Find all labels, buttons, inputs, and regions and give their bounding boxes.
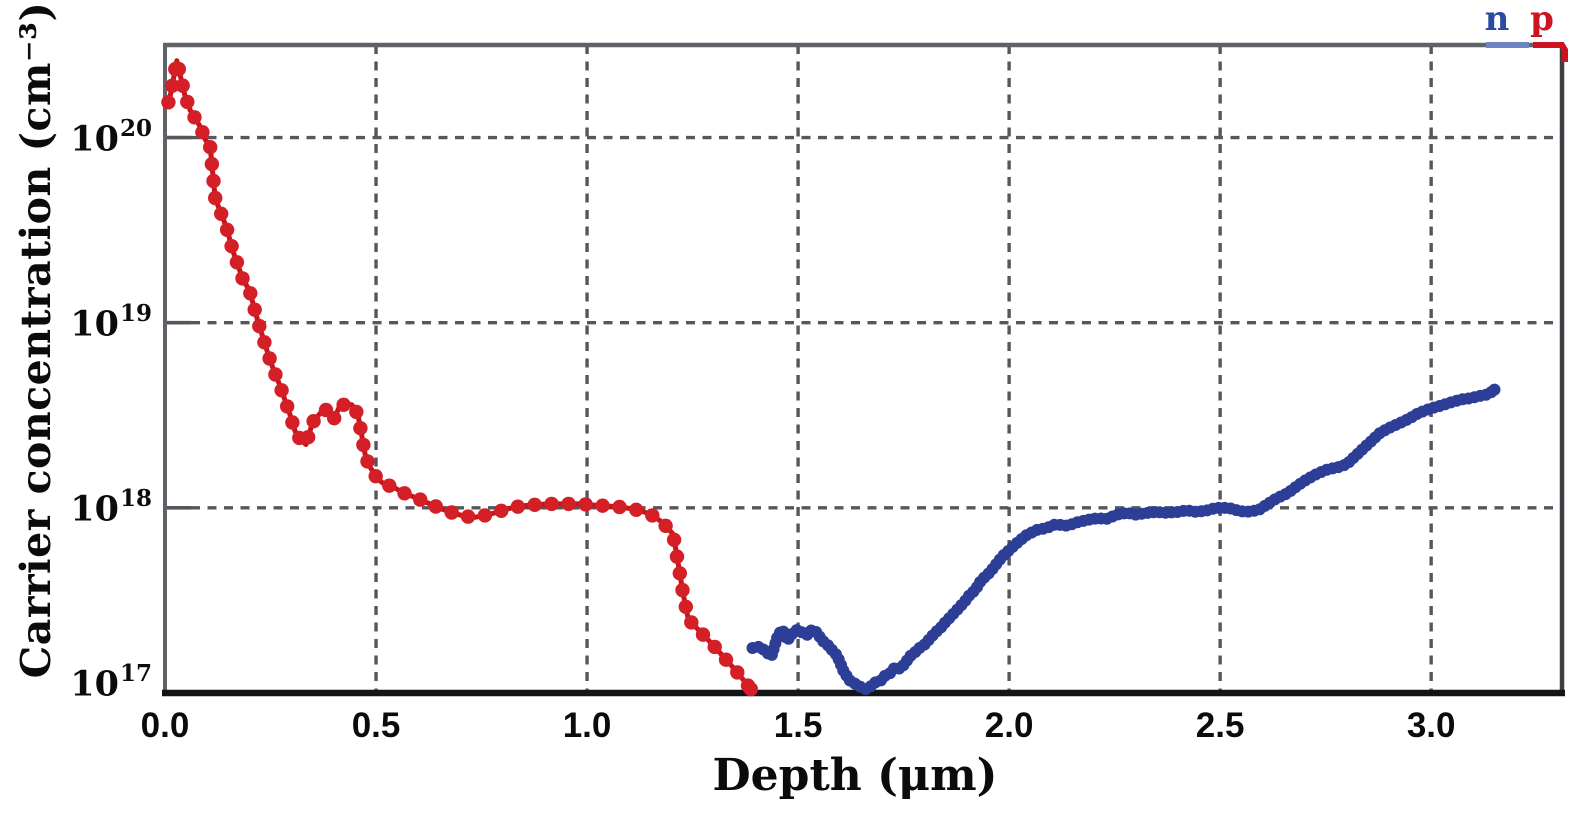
data-dot-p [274,383,289,398]
data-dot-p [349,404,364,420]
x-tick-label: 2.0 [984,706,1034,745]
data-dot-p [718,652,734,667]
x-tick-label: 0.5 [351,706,401,745]
data-dot-p [208,190,223,206]
legend-label-n: n [1484,0,1510,39]
data-dot-p [368,469,383,484]
data-dot-p [629,502,644,517]
data-dot-p [612,499,627,515]
data-dot-p [353,421,368,436]
data-dot-p [743,681,758,697]
y-tick-label: 1019 [44,302,152,345]
y-tick-exponent: 19 [119,299,152,327]
y-tick-exponent: 18 [119,484,152,512]
y-tick-exponent: 17 [119,660,152,687]
data-dot-p [195,125,210,140]
data-dot-p [413,492,428,507]
data-dot-p [444,505,459,520]
data-dot-p [165,78,180,94]
data-dot-p [645,508,660,523]
y-tick-base: 10 [70,303,119,345]
data-dot-p [180,94,195,110]
data-dot-p [206,173,221,189]
data-dot-p [262,351,277,366]
data-dot-p [229,255,245,270]
data-dot-p [247,302,262,317]
data-dot-p [280,399,295,414]
y-tick-base: 10 [70,663,119,705]
data-dot-p [204,156,220,172]
x-tick-label: 0.0 [140,706,190,745]
data-dot-p [257,335,272,350]
x-tick-label: 1.5 [773,706,823,745]
series-line-p [165,58,754,692]
y-tick-label: 1017 [44,662,152,705]
data-dot-p [494,503,509,518]
data-dot-p [669,549,685,564]
y-tick-exponent: 20 [119,114,152,142]
y-tick-base: 10 [70,118,119,160]
data-dot-p [695,627,711,642]
series-p [161,58,758,697]
data-dot-p [360,454,375,469]
x-tick-label: 2.5 [1195,706,1245,745]
data-dot-p [595,498,610,513]
data-dot-p [510,499,525,514]
series-n [746,383,1501,696]
y-tick-base: 10 [70,488,119,530]
x-axis-title: Depth (μm) [712,750,998,801]
data-dot-p [672,566,687,581]
plot-frame [162,42,1565,697]
data-dot-p [219,222,235,237]
data-dot-p [214,206,229,221]
legend-swatch-p [1533,42,1568,62]
data-dot-p [561,496,576,512]
data-dot-p [356,437,371,453]
y-tick-label: 1018 [44,487,152,530]
data-dot-p [730,665,745,680]
data-dot-p [243,286,258,301]
data-dot-p [684,615,699,630]
data-dot-p [301,430,316,445]
data-dot-p [327,411,342,426]
data-dot-n [1488,383,1501,396]
data-dot-p [306,414,321,429]
data-dot-p [171,61,186,77]
data-dot-p [397,486,412,501]
data-dot-p [678,599,693,614]
data-dot-p [285,415,300,430]
data-dot-p [175,78,190,93]
data-dot-p [675,582,690,598]
data-dot-p [578,497,593,512]
data-dot-p [527,497,542,512]
data-dot-p [203,140,218,155]
data-dot-p [187,110,202,125]
data-dot-p [252,318,267,334]
data-dot-p [666,532,682,547]
data-dot-p [161,95,176,110]
data-dot-p [707,639,722,655]
x-tick-label: 1.0 [562,706,612,745]
data-dot-p [224,239,239,254]
data-dot-p [477,508,493,523]
data-dot-p [336,397,351,412]
legend-label-p: p [1530,0,1554,39]
x-tick-label: 3.0 [1406,706,1456,745]
data-dot-p [268,367,283,382]
data-dot-p [428,499,443,514]
y-tick-label: 1020 [44,117,152,160]
gridlines [165,45,1562,693]
data-dot-p [460,509,476,524]
data-dot-p [235,271,250,286]
data-dot-p [382,478,397,493]
data-dot-p [544,496,559,512]
data-dot-p [658,518,673,533]
